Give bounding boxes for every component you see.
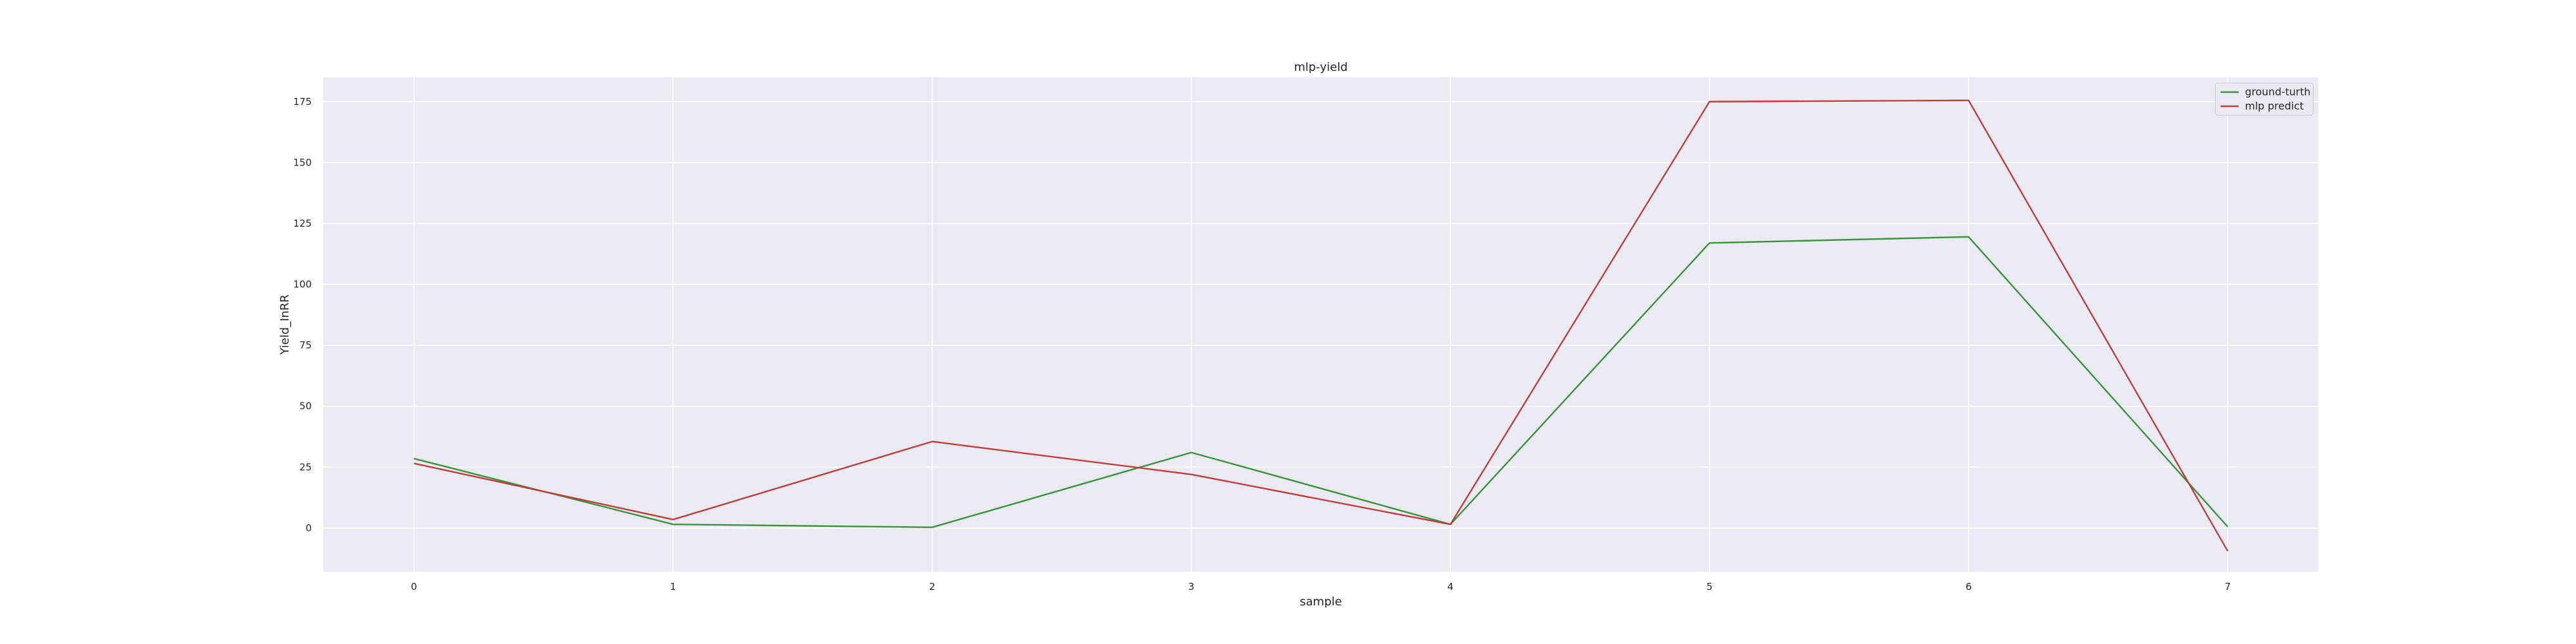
- x-axis-ticks: 0 1 2 3 4 5 6 7: [411, 581, 2231, 592]
- legend-label: ground-turth: [2245, 86, 2311, 98]
- y-axis-label: Yield_InRR: [278, 294, 292, 355]
- y-tick-label: 75: [299, 339, 312, 351]
- y-tick-label: 150: [293, 156, 312, 168]
- legend: ground-turth mlp predict: [2215, 82, 2314, 116]
- x-tick-label: 2: [929, 581, 936, 592]
- y-tick-label: 100: [293, 279, 312, 290]
- y-tick-label: 175: [293, 96, 312, 108]
- y-tick-label: 0: [305, 522, 312, 534]
- x-tick-label: 4: [1447, 581, 1454, 592]
- series-line-mlp-predict: [413, 99, 2229, 552]
- y-tick-label: 125: [293, 218, 312, 229]
- chart-title: mlp-yield: [1294, 61, 1347, 74]
- plot-area: [323, 77, 2318, 572]
- series-lines: [413, 99, 2229, 552]
- x-tick-label: 6: [1965, 581, 1972, 592]
- legend-box: [2215, 82, 2314, 116]
- grid: [323, 77, 2318, 572]
- x-tick-label: 0: [411, 581, 417, 592]
- legend-label: mlp predict: [2245, 100, 2304, 112]
- y-tick-label: 50: [299, 401, 312, 412]
- x-tick-label: 3: [1188, 581, 1195, 592]
- x-axis-label: sample: [1300, 595, 1341, 609]
- y-tick-label: 25: [299, 461, 312, 473]
- x-tick-label: 7: [2224, 581, 2231, 592]
- x-tick-label: 1: [670, 581, 676, 592]
- x-tick-label: 5: [1707, 581, 1713, 592]
- y-axis-ticks: 0 25 50 75 100 125 150 175: [293, 96, 312, 534]
- series-line-ground-turth: [413, 236, 2229, 528]
